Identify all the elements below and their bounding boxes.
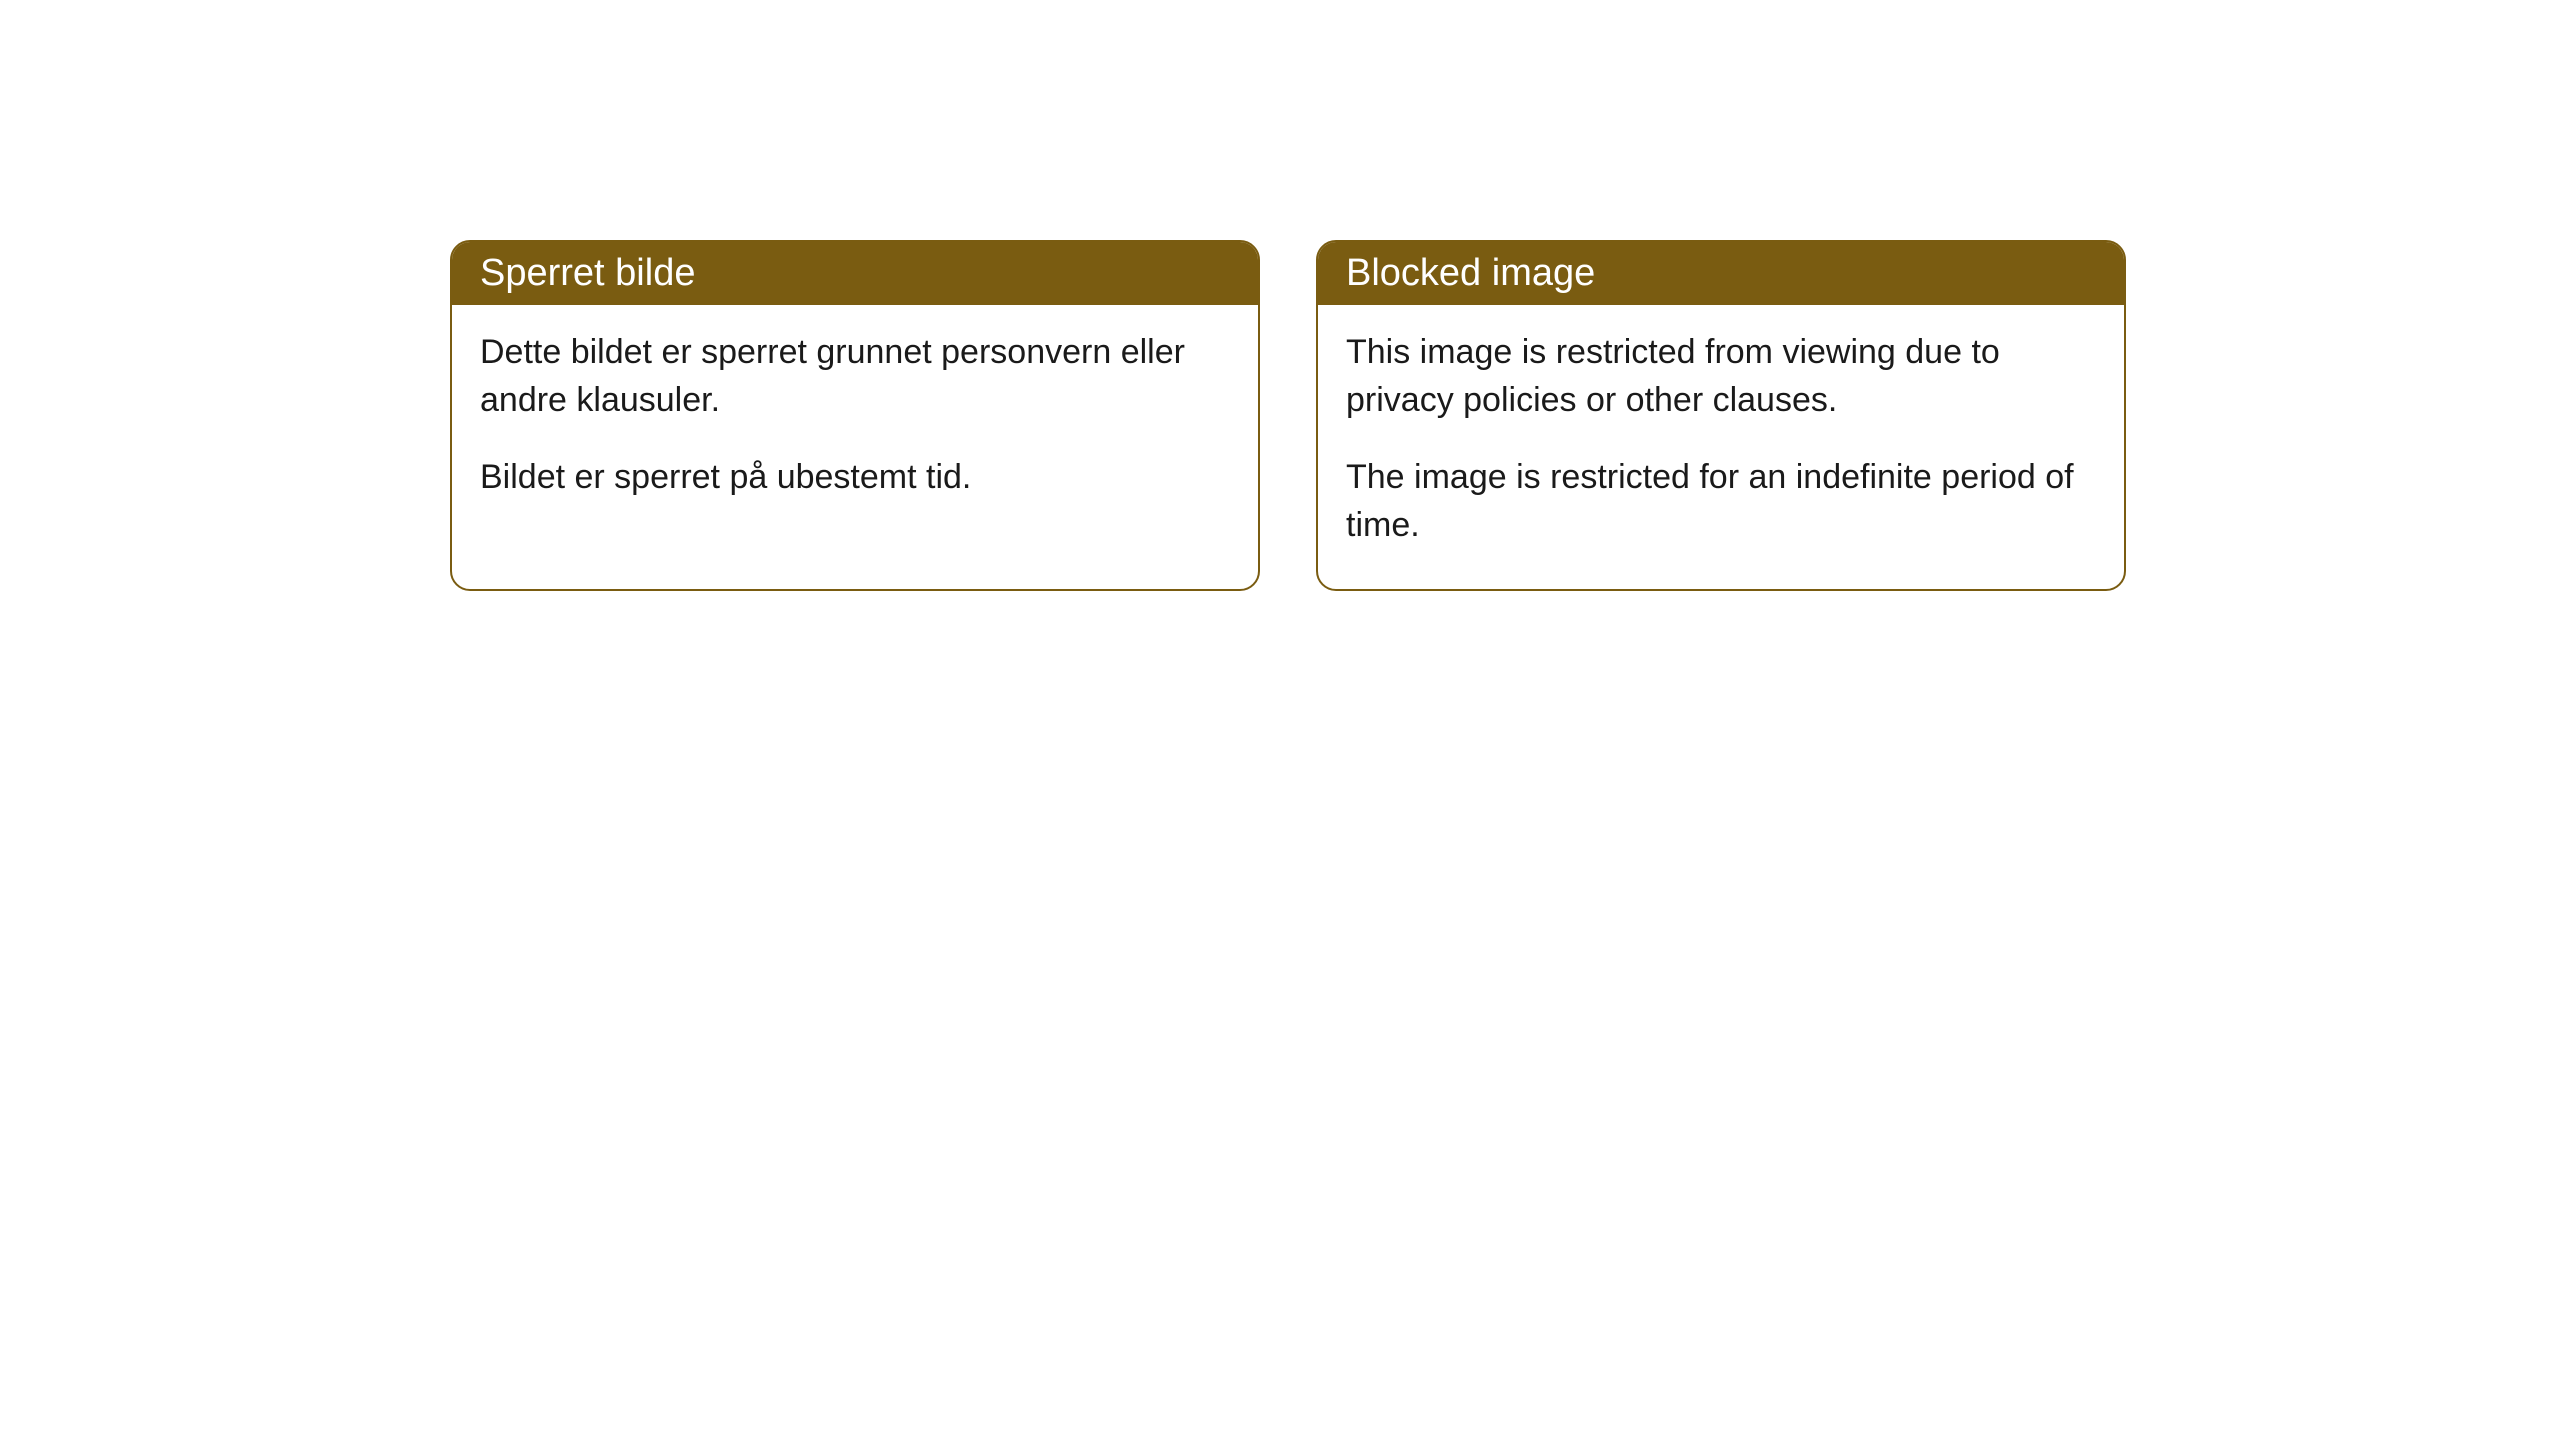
card-text: The image is restricted for an indefinit… <box>1346 454 2096 549</box>
card-text: This image is restricted from viewing du… <box>1346 329 2096 424</box>
cards-container: Sperret bilde Dette bildet er sperret gr… <box>450 240 2126 591</box>
card-body-english: This image is restricted from viewing du… <box>1318 305 2124 589</box>
card-title: Blocked image <box>1346 252 1595 294</box>
blocked-image-card-english: Blocked image This image is restricted f… <box>1316 240 2126 591</box>
blocked-image-card-norwegian: Sperret bilde Dette bildet er sperret gr… <box>450 240 1260 591</box>
card-text: Dette bildet er sperret grunnet personve… <box>480 329 1230 424</box>
card-header-norwegian: Sperret bilde <box>452 242 1258 305</box>
card-text: Bildet er sperret på ubestemt tid. <box>480 454 1230 502</box>
card-body-norwegian: Dette bildet er sperret grunnet personve… <box>452 305 1258 542</box>
card-title: Sperret bilde <box>480 252 695 294</box>
card-header-english: Blocked image <box>1318 242 2124 305</box>
